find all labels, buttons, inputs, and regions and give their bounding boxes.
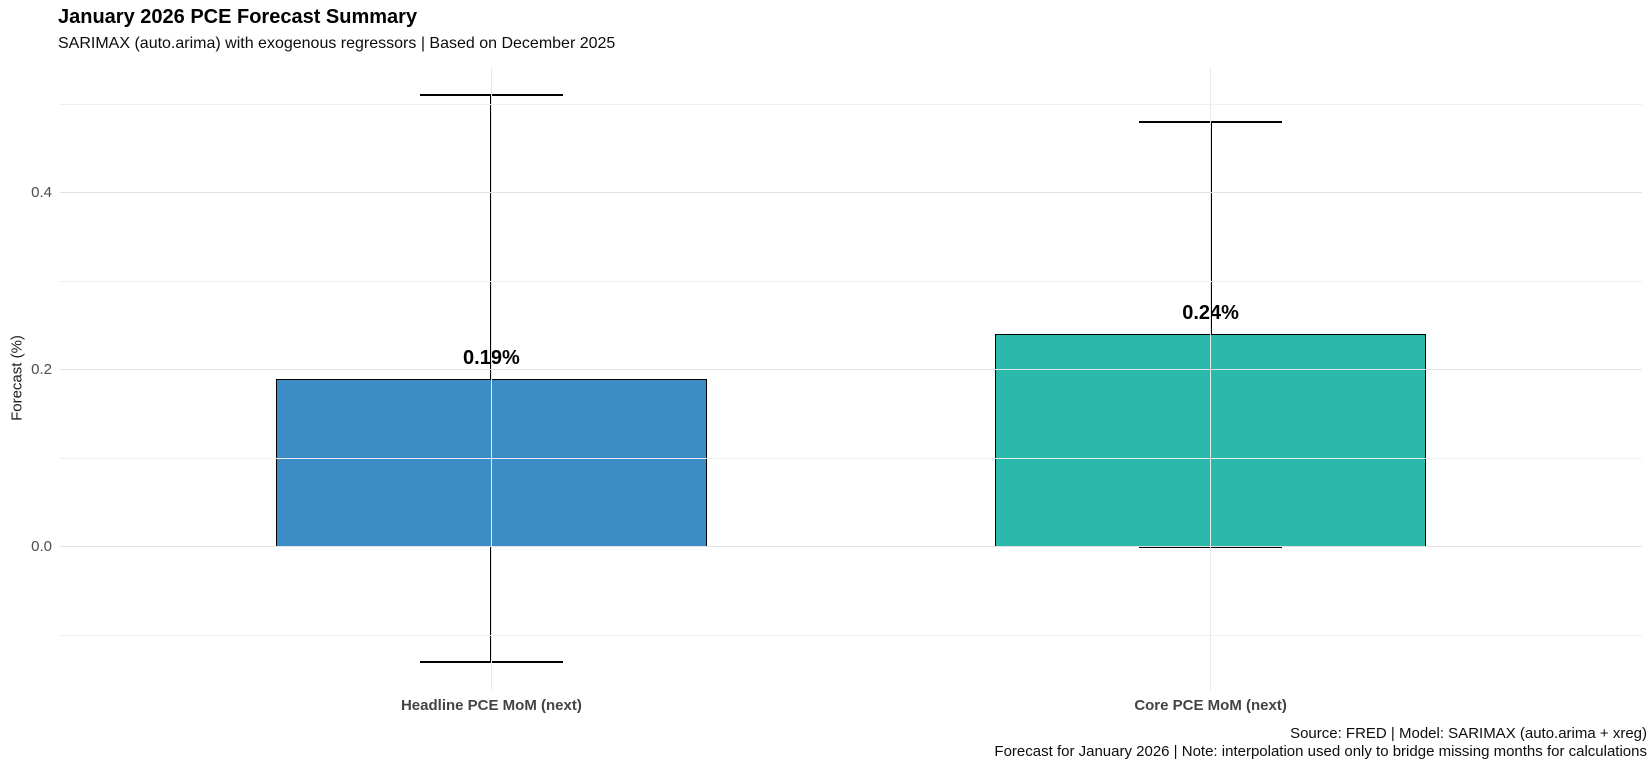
- x-category-label: Core PCE MoM (next): [1134, 697, 1287, 714]
- y-tick-label: 0.0: [31, 537, 52, 555]
- minor-gridline: [60, 457, 1642, 459]
- minor-gridline: [60, 103, 1642, 105]
- chart-subtitle: SARIMAX (auto.arima) with exogenous regr…: [58, 35, 616, 52]
- category-gridline: [490, 67, 492, 690]
- minor-gridline: [60, 280, 1642, 282]
- caption-source-line: Source: FRED | Model: SARIMAX (auto.arim…: [1290, 725, 1647, 742]
- y-tick-label: 0.2: [31, 360, 52, 378]
- x-category-label: Headline PCE MoM (next): [400, 697, 582, 714]
- major-gridline: [60, 546, 1642, 548]
- caption-note-line: Forecast for January 2026 | Note: interp…: [994, 743, 1647, 760]
- major-gridline: [60, 192, 1642, 194]
- major-gridline: [60, 369, 1642, 371]
- chart-title: January 2026 PCE Forecast Summary: [58, 6, 418, 28]
- chart-caption: Source: FRED | Model: SARIMAX (auto.arim…: [994, 725, 1647, 761]
- y-tick-label: 0.4: [31, 183, 52, 201]
- category-gridline: [1210, 67, 1212, 690]
- minor-gridline: [60, 634, 1642, 636]
